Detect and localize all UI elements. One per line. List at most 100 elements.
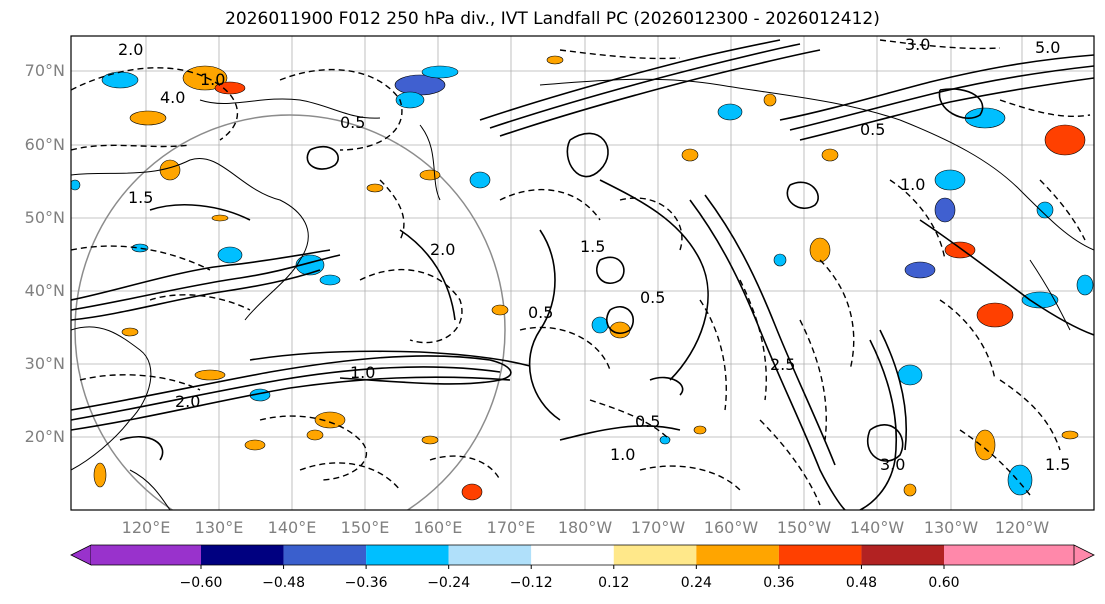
divergence-patch <box>974 429 996 461</box>
divergence-patch <box>546 55 564 65</box>
solid-contour <box>938 88 984 119</box>
map-field-layer: 2.01.04.03.0 5.01.50.52.01.00.51.50.52.01… <box>71 35 1094 510</box>
solid-contour <box>399 229 456 321</box>
contour-label: 2.0 <box>430 240 455 259</box>
divergence-patch <box>395 91 425 109</box>
contour-label: 2.0 <box>175 392 200 411</box>
region-circle <box>74 114 506 510</box>
coastline <box>419 124 441 201</box>
divergence-patch <box>217 246 243 264</box>
colorbar-tick-label: −0.24 <box>427 575 471 591</box>
divergence-patch <box>421 435 439 445</box>
divergence-patch <box>809 237 831 263</box>
divergence-patch <box>421 65 459 79</box>
divergence-patch <box>1061 430 1079 440</box>
colorbar-segment <box>283 545 367 565</box>
dashed-contour <box>71 245 211 271</box>
divergence-patch <box>121 327 139 337</box>
dashed-contour <box>589 399 671 441</box>
divergence-patch <box>461 483 483 501</box>
longitude-label: 120°W <box>994 518 1050 537</box>
latitude-label: 30°N <box>24 354 65 373</box>
colorbar-tick-label: −0.12 <box>509 575 553 591</box>
longitude-label: 150°W <box>776 518 832 537</box>
dashed-contour <box>71 144 191 151</box>
contour-label: 1.0 <box>900 175 925 194</box>
solid-contour <box>919 219 1094 336</box>
solid-contour <box>779 54 1094 121</box>
latitude-label: 40°N <box>24 281 65 300</box>
divergence-patch <box>681 148 699 162</box>
solid-contour <box>71 376 511 431</box>
contour-label: 0.5 <box>528 303 553 322</box>
divergence-patch <box>1007 464 1033 496</box>
latitude-label: 60°N <box>24 135 65 154</box>
dashed-contour <box>519 326 611 371</box>
longitude-label: 170°W <box>630 518 686 537</box>
divergence-patch <box>469 171 491 189</box>
colorbar-segment <box>201 545 284 565</box>
contour-label: 0.5 <box>635 412 660 431</box>
colorbar-tick-label: 0.48 <box>845 575 878 591</box>
divergence-patch <box>1044 124 1086 156</box>
colorbar-segment <box>91 545 201 565</box>
solid-contour <box>149 204 251 221</box>
coastlines <box>71 78 1094 510</box>
solid-contours <box>71 39 1094 510</box>
divergence-patch <box>976 302 1014 328</box>
divergence-patch <box>129 110 167 126</box>
divergence-patch <box>934 197 956 223</box>
divergence-patch <box>71 179 81 191</box>
dashed-contour <box>71 67 239 141</box>
latitude-label: 20°N <box>24 427 65 446</box>
solid-contour <box>119 435 164 461</box>
colorbar-tick-label: −0.36 <box>344 575 388 591</box>
map-frame <box>70 35 1095 511</box>
divergence-patch <box>821 148 839 162</box>
colorbar-segment <box>944 545 1074 565</box>
dashed-contour <box>739 279 767 401</box>
contour-label: 2.0 <box>118 40 143 59</box>
colorbar-segment <box>613 545 697 565</box>
solid-contour <box>71 249 331 301</box>
solid-contour <box>799 77 1094 141</box>
contour-label: 1.0 <box>610 445 635 464</box>
divergence-patch <box>773 253 787 267</box>
solid-contour <box>249 350 531 367</box>
solid-contour <box>71 355 512 411</box>
contour-label: 0.5 <box>340 113 365 132</box>
solid-contour <box>566 132 609 178</box>
solid-contour <box>479 39 781 121</box>
longitude-label: 140°W <box>849 518 905 537</box>
colorbar-tick-label: −0.48 <box>262 575 305 591</box>
longitude-label: 130°E <box>194 518 244 537</box>
divergence-patch <box>1036 201 1054 219</box>
solid-contour <box>499 49 821 137</box>
contour-labels: 2.01.04.03.0 5.01.50.52.01.00.51.50.52.01… <box>118 35 1070 474</box>
dashed-contour <box>279 68 403 151</box>
longitude-label: 160°W <box>703 518 759 537</box>
dashed-contour <box>619 197 683 251</box>
contour-label: 3.0 <box>905 35 930 54</box>
dashed-contour <box>299 462 401 491</box>
dashed-contour <box>79 374 201 391</box>
solid-contour <box>71 366 501 421</box>
coastline <box>1029 259 1071 331</box>
map-title: 2026011900 F012 250 hPa div., IVT Landfa… <box>225 9 880 29</box>
divergence-patch <box>314 411 346 429</box>
divergence-patch <box>131 243 149 253</box>
dashed-contour <box>999 379 1061 451</box>
divergence-patch <box>934 169 966 191</box>
longitude-label: 180°W <box>557 518 613 537</box>
contour-label: 0.5 <box>860 120 885 139</box>
coastline <box>899 119 1094 251</box>
dashed-contour <box>999 99 1091 118</box>
colorbar-segment <box>696 545 779 565</box>
latitude-label: 50°N <box>24 208 65 227</box>
dashed-contour <box>379 179 405 241</box>
dashed-contour <box>799 319 827 441</box>
contour-label: 1.5 <box>580 237 605 256</box>
dashed-contour <box>429 455 501 481</box>
solid-contour <box>599 179 709 381</box>
